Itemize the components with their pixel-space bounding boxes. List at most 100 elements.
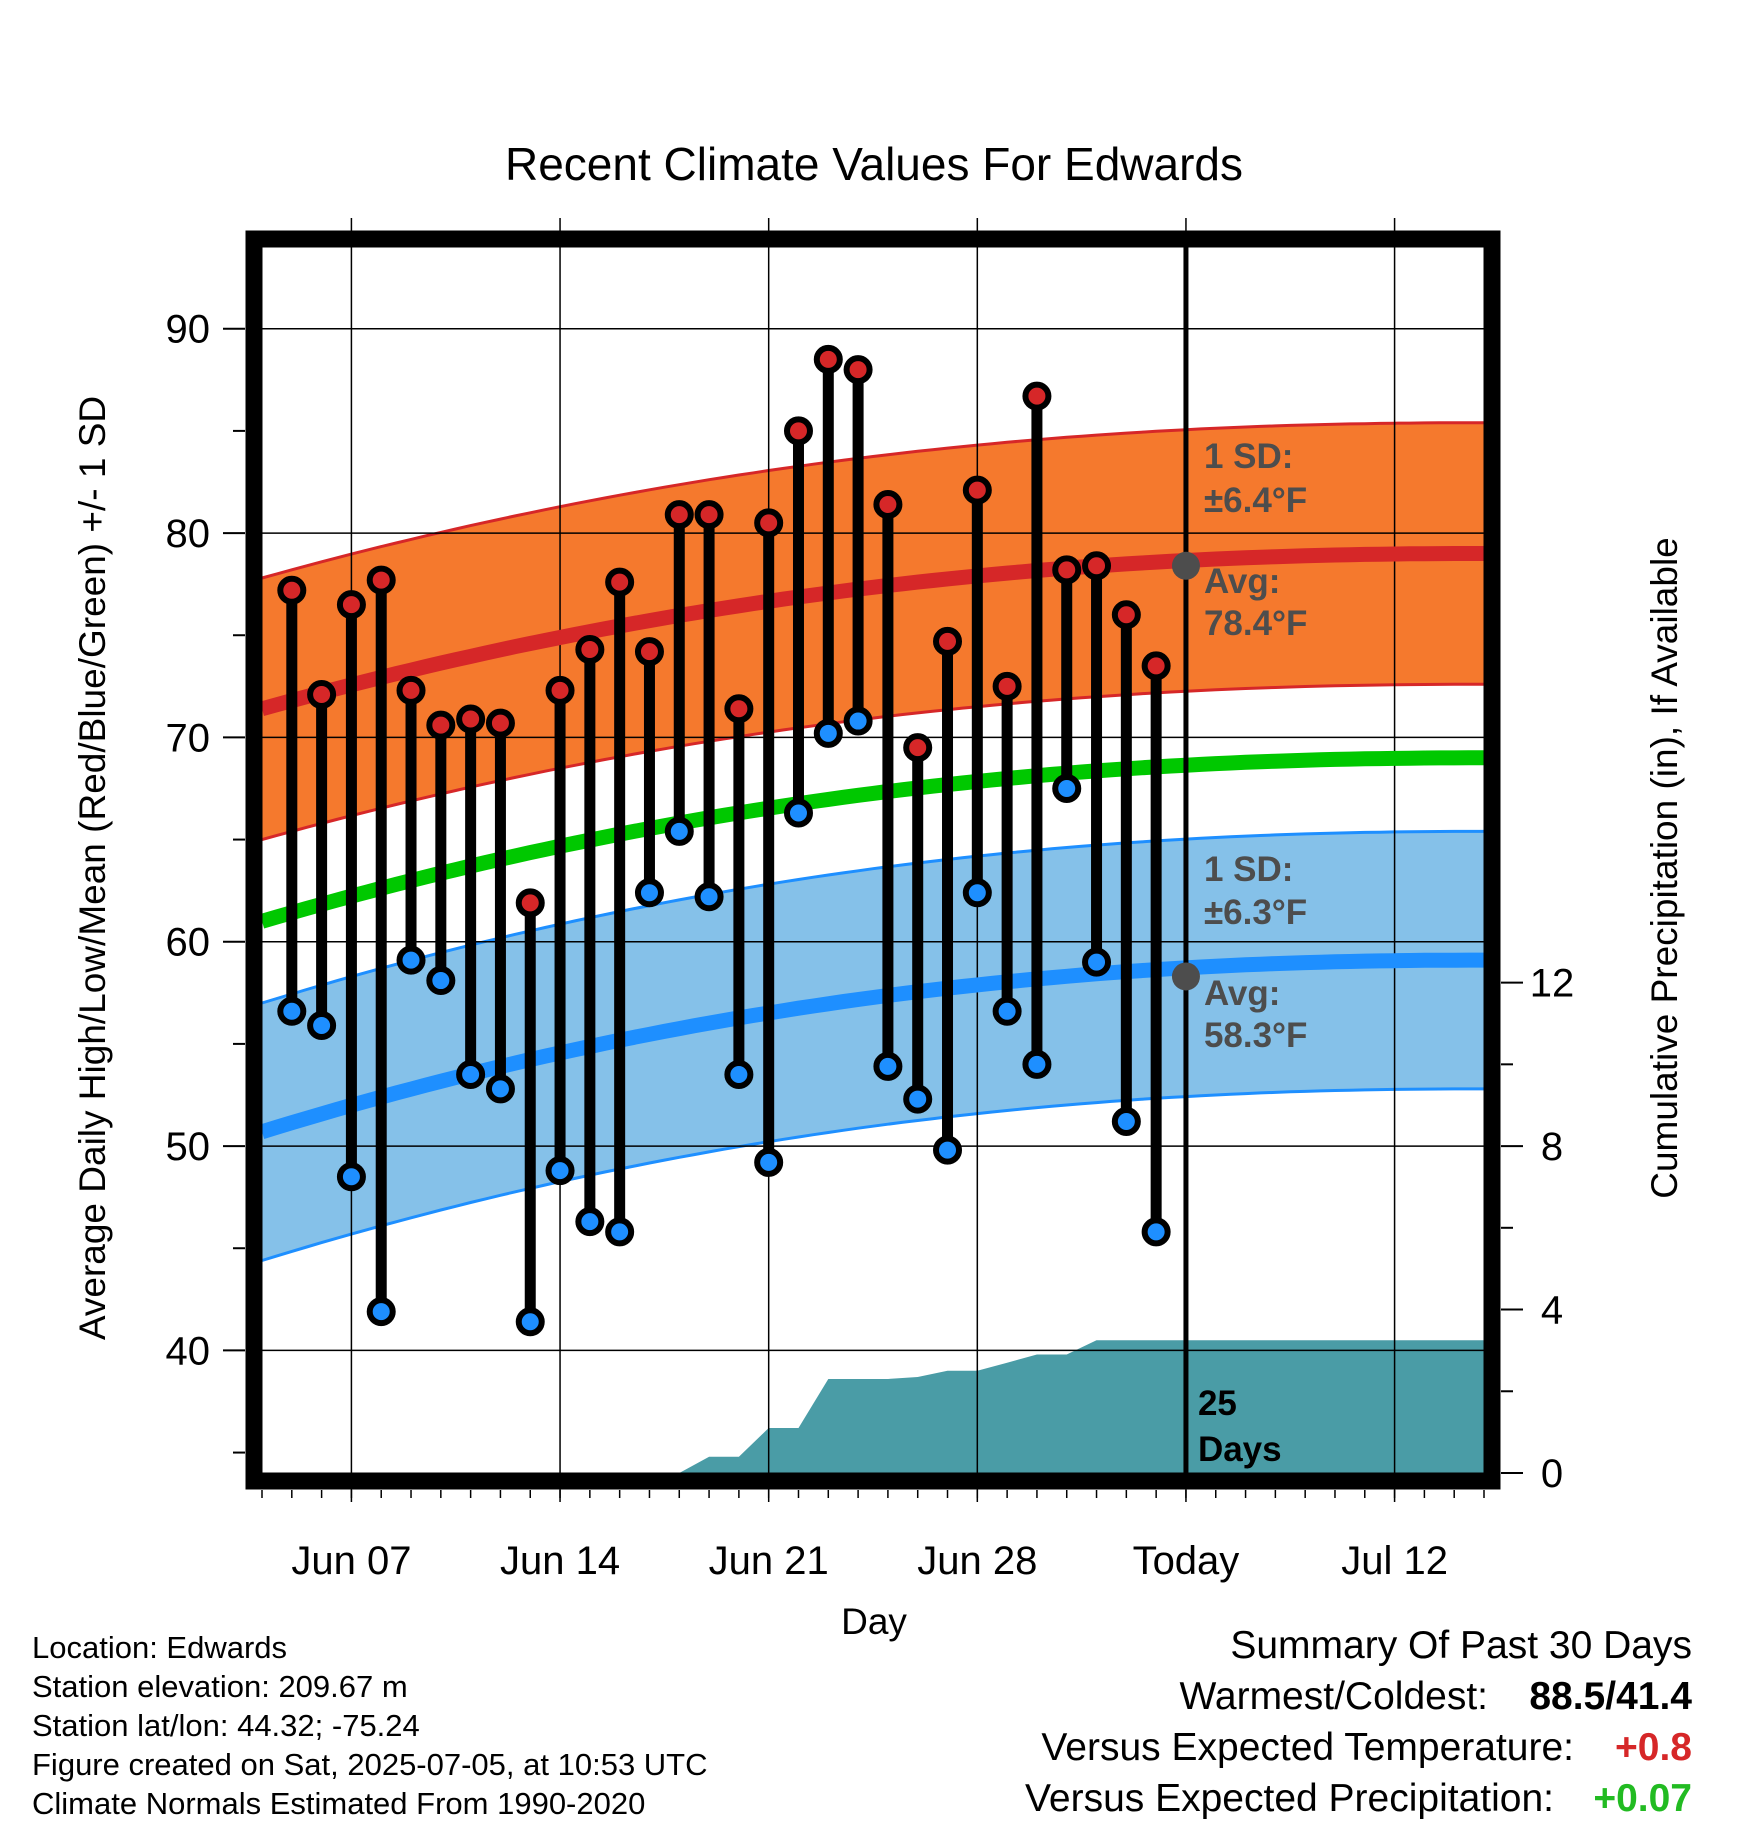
daily-low-point <box>933 1135 963 1165</box>
today-avg-low-marker <box>1171 962 1200 991</box>
y-right-tick-label: 8 <box>1541 1125 1563 1169</box>
summary-title: Summary Of Past 30 Days <box>1230 1624 1692 1667</box>
high-sd-label: 1 SD: <box>1204 437 1293 476</box>
y-left-tick-label: 80 <box>166 512 211 556</box>
latlon-text: Station lat/lon: 44.32; -75.24 <box>32 1708 420 1743</box>
x-tick-label: Jun 14 <box>500 1539 620 1583</box>
today-avg-high-marker <box>1171 551 1200 580</box>
x-axis-title: Day <box>841 1601 907 1642</box>
daily-low-point <box>426 966 456 996</box>
high-sd-upper-edge <box>261 421 1484 580</box>
daily-high-point <box>783 416 813 446</box>
y-left-tick-label: 40 <box>166 1329 211 1373</box>
daily-low-point <box>456 1060 486 1090</box>
daily-low-point <box>575 1207 605 1237</box>
daily-high-point <box>277 575 307 605</box>
daily-low-point <box>634 878 664 908</box>
daily-high-point <box>724 694 754 724</box>
daily-high-point <box>1052 555 1082 585</box>
daily-high-point <box>605 567 635 597</box>
daily-high-point <box>694 500 724 530</box>
daily-high-point <box>1111 600 1141 630</box>
warm-cold-label: Warmest/Coldest: <box>1179 1675 1488 1718</box>
y-axis-right-title: Cumulative Precipitation (in), If Availa… <box>1644 537 1685 1199</box>
y-right-tick-label: 12 <box>1530 962 1575 1006</box>
location-text: Location: Edwards <box>32 1630 288 1665</box>
high-avg-value: 78.4°F <box>1204 604 1308 643</box>
daily-low-point <box>336 1162 366 1192</box>
daily-low-point <box>724 1060 754 1090</box>
daily-low-point <box>873 1051 903 1081</box>
daily-high-point <box>664 500 694 530</box>
daily-low-point <box>485 1074 515 1104</box>
daily-low-point <box>1022 1049 1052 1079</box>
daily-high-point <box>575 635 605 665</box>
daily-high-point <box>843 355 873 385</box>
low-sd-lower-edge <box>261 1087 1484 1262</box>
daily-high-point <box>873 489 903 519</box>
high-sd-band <box>262 422 1484 840</box>
daily-high-point <box>515 888 545 918</box>
elevation-text: Station elevation: 209.67 m <box>32 1669 408 1704</box>
daily-high-point <box>396 675 426 705</box>
summary-precip-row: Versus Expected Precipitation: +0.07 <box>1025 1773 1692 1824</box>
plot-frame <box>245 230 1501 1490</box>
x-tick-label: Jun 28 <box>917 1539 1037 1583</box>
precip-label: Versus Expected Precipitation: <box>1025 1777 1554 1820</box>
daily-low-point <box>545 1156 575 1186</box>
chart-title: Recent Climate Values For Edwards <box>505 138 1243 190</box>
daily-high-point <box>933 626 963 656</box>
daily-low-point <box>396 945 426 975</box>
x-tick-label: Today <box>1133 1539 1240 1583</box>
daily-high-point <box>485 708 515 738</box>
daily-low-point <box>515 1307 545 1337</box>
x-tick-label: Jul 12 <box>1341 1539 1448 1583</box>
avg-high-line <box>260 546 1484 717</box>
daily-low-point <box>903 1084 933 1114</box>
daily-low-point <box>1141 1217 1171 1247</box>
daily-low-point <box>813 718 843 748</box>
daily-high-point <box>456 704 486 734</box>
x-tick-label: Jun 07 <box>291 1539 411 1583</box>
daily-low-point <box>277 996 307 1026</box>
daily-high-point <box>1082 551 1112 581</box>
low-sd-label: 1 SD: <box>1204 850 1293 889</box>
x-tick-label: Jun 21 <box>709 1539 829 1583</box>
y-axis-left-title: Average Daily High/Low/Mean (Red/Blue/Gr… <box>72 396 113 1340</box>
daily-low-point <box>694 882 724 912</box>
summary-warm-cold-row: Warmest/Coldest: 88.5/41.4 <box>1025 1671 1692 1722</box>
created-text: Figure created on Sat, 2025-07-05, at 10… <box>32 1747 708 1782</box>
daily-low-point <box>962 878 992 908</box>
normals-text: Climate Normals Estimated From 1990-2020 <box>32 1786 646 1821</box>
daily-low-point <box>783 798 813 828</box>
daily-low-point <box>992 996 1022 1026</box>
y-right-tick-label: 0 <box>1541 1452 1563 1496</box>
daily-high-point <box>336 590 366 620</box>
daily-high-point <box>962 475 992 505</box>
daily-high-point <box>366 565 396 595</box>
days-count: 25 <box>1198 1384 1237 1423</box>
low-avg-value: 58.3°F <box>1204 1016 1308 1055</box>
daily-low-point <box>1111 1107 1141 1137</box>
summary-panel: Summary Of Past 30 Days Warmest/Coldest:… <box>1025 1620 1692 1824</box>
daily-high-point <box>634 637 664 667</box>
y-left-tick-label: 70 <box>166 716 211 760</box>
temp-value: +0.8 <box>1615 1726 1692 1769</box>
y-left-tick-label: 50 <box>166 1125 211 1169</box>
daily-high-point <box>992 671 1022 701</box>
y-right-tick-label: 4 <box>1541 1289 1563 1333</box>
high-sd-value: ±6.4°F <box>1204 481 1307 520</box>
y-left-tick-label: 60 <box>166 921 211 965</box>
daily-high-point <box>1022 381 1052 411</box>
daily-low-point <box>1052 773 1082 803</box>
daily-high-point <box>813 344 843 374</box>
temp-label: Versus Expected Temperature: <box>1041 1726 1574 1769</box>
daily-high-point <box>307 679 337 709</box>
station-info: Location: Edwards Station elevation: 209… <box>32 1628 708 1823</box>
daily-high-point <box>426 710 456 740</box>
daily-low-point <box>307 1011 337 1041</box>
daily-low-point <box>605 1217 635 1247</box>
precip-value: +0.07 <box>1593 1777 1692 1820</box>
